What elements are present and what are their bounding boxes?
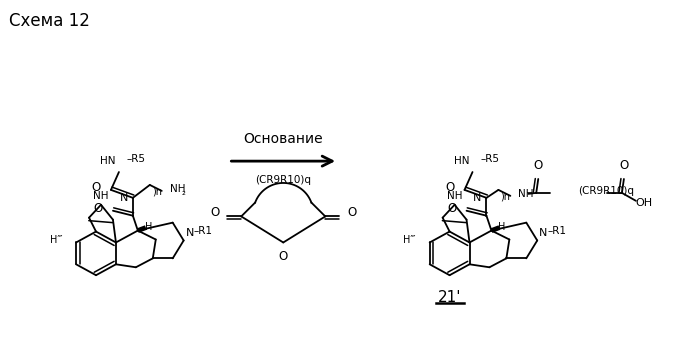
Text: HN: HN: [454, 156, 470, 166]
Text: –R5: –R5: [127, 154, 146, 164]
Text: –R1: –R1: [194, 226, 212, 235]
Text: 21': 21': [438, 290, 461, 305]
Text: H‴: H‴: [50, 234, 62, 245]
Text: H‴: H‴: [403, 234, 416, 245]
Text: Схема 12: Схема 12: [9, 12, 90, 30]
Text: ₂: ₂: [182, 187, 185, 197]
Text: )n: )n: [152, 187, 161, 197]
Text: O: O: [347, 206, 356, 219]
Text: NH: NH: [170, 184, 185, 194]
Text: NH: NH: [447, 191, 462, 201]
Text: N: N: [539, 228, 547, 238]
Text: (CR9R10)q: (CR9R10)q: [255, 175, 311, 185]
Text: OH: OH: [636, 198, 653, 208]
Text: O: O: [94, 202, 103, 215]
Text: O: O: [445, 181, 454, 195]
Text: HN: HN: [101, 156, 116, 166]
Text: N: N: [473, 193, 482, 203]
Text: NH: NH: [519, 189, 534, 199]
Text: –R5: –R5: [480, 154, 500, 164]
Text: NH: NH: [93, 191, 109, 201]
Text: N: N: [120, 193, 128, 203]
Text: O: O: [92, 181, 101, 195]
Text: O: O: [447, 202, 456, 215]
Text: H: H: [145, 222, 152, 232]
Text: O: O: [533, 159, 543, 172]
Text: H: H: [498, 222, 506, 232]
Text: )n: )n: [500, 192, 510, 202]
Text: Основание: Основание: [243, 132, 323, 146]
Text: (CR9R10)q: (CR9R10)q: [578, 186, 634, 196]
Text: O: O: [619, 159, 628, 172]
Text: O: O: [279, 250, 288, 263]
Text: –R1: –R1: [547, 226, 566, 235]
Text: O: O: [210, 206, 219, 219]
Text: N: N: [186, 228, 194, 238]
